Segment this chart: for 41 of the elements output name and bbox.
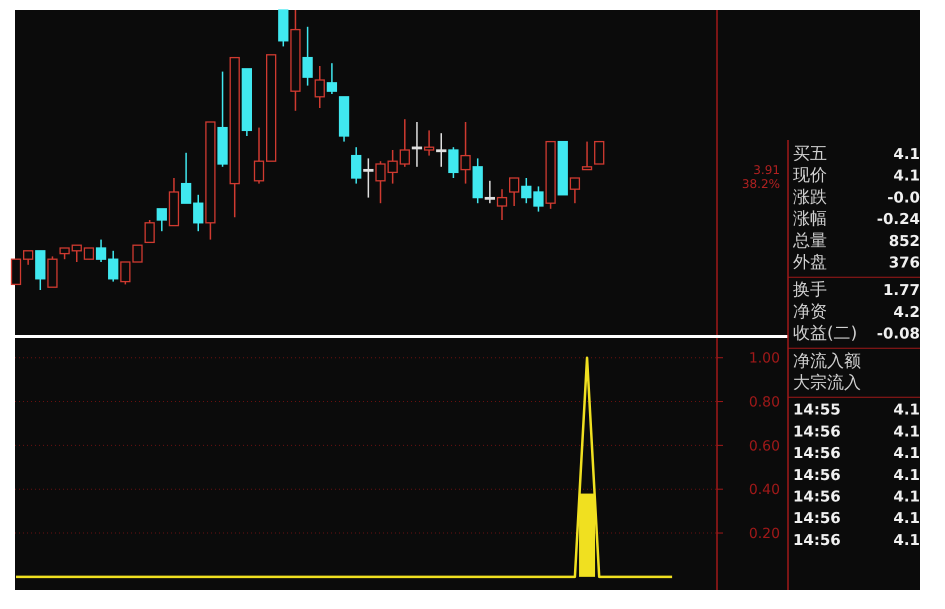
text: 376	[888, 254, 920, 272]
text: -0.0	[887, 188, 920, 206]
category-label: 14:56	[793, 530, 841, 549]
text: 4.1	[893, 444, 920, 462]
y-tick-label: 0.40	[748, 482, 780, 498]
text: 4.1	[893, 530, 920, 549]
category-label: 涨跌	[793, 187, 827, 208]
text: 4.1	[893, 466, 920, 484]
category-label: 外盘	[793, 252, 827, 272]
category-label: 现价	[793, 166, 827, 186]
category-label: 买五	[793, 144, 827, 164]
y-tick-label: 0.20	[748, 526, 780, 542]
text: 4.1	[893, 509, 920, 528]
category-label: 14:56	[793, 466, 841, 484]
text: -0.08	[876, 324, 920, 343]
text: 3.91	[753, 163, 780, 177]
text: 4.1	[893, 422, 920, 440]
text: 4.1	[893, 488, 920, 506]
category-label: 涨幅	[793, 209, 827, 230]
category-label: 14:56	[793, 444, 841, 462]
category-label: 净流入额	[793, 351, 861, 372]
y-tick-label: 0.80	[748, 394, 780, 411]
category-label: 14:56	[793, 509, 841, 528]
text: 852	[888, 232, 920, 250]
category-label: 大宗流入	[793, 373, 861, 393]
text: -0.24	[876, 210, 920, 228]
category-label: 总量	[792, 230, 827, 251]
text: 4.1	[893, 166, 920, 185]
category-label: 收益(二)	[793, 324, 858, 344]
category-label: 14:56	[793, 488, 841, 506]
y-tick-label: 1.00	[748, 350, 780, 367]
y-tick-label: 0.60	[748, 438, 780, 454]
text: 4.1	[893, 145, 920, 163]
category-label: 净资	[793, 302, 827, 322]
text: 4.1	[893, 400, 920, 419]
category-label: 14:56	[793, 422, 841, 440]
text: 38.2%	[742, 177, 780, 191]
category-label: 换手	[793, 280, 827, 300]
text: 1.77	[882, 281, 920, 300]
text: 4.2	[893, 302, 920, 321]
category-label: 14:55	[793, 400, 841, 419]
